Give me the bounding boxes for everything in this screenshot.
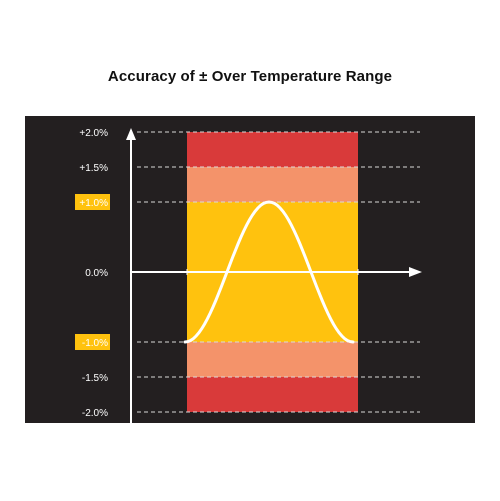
x-axis-arrow-icon	[409, 267, 422, 277]
label-highlight-box	[75, 194, 110, 210]
accuracy-diagram: +2.0% +1.5% +1.0% 0.0% -1.0% -1.5% -2.0%	[75, 128, 422, 428]
axes	[126, 128, 422, 428]
y-axis-label: -1.0%	[82, 338, 108, 349]
label-highlight-box	[75, 334, 110, 350]
diagram-panel: +2.0% +1.5% +1.0% 0.0% -1.0% -1.5% -2.0%	[25, 116, 475, 428]
dashed-gridlines	[137, 131, 420, 413]
accuracy-curve	[183, 200, 355, 344]
y-axis-label: +2.0%	[79, 128, 108, 139]
y-axis-arrow-icon	[126, 128, 136, 140]
y-axis-labels: +2.0% +1.5% +1.0% 0.0% -1.0% -1.5% -2.0%	[75, 128, 110, 419]
y-axis-label: -1.5%	[82, 373, 108, 384]
y-axis-label: +1.5%	[79, 163, 108, 174]
y-axis-label: -2.0%	[82, 408, 108, 419]
y-axis-label: 0.0%	[85, 268, 108, 279]
diagram-title: Accuracy of ± Over Temperature Range	[107, 68, 393, 85]
y-axis-label: +1.0%	[79, 198, 108, 209]
